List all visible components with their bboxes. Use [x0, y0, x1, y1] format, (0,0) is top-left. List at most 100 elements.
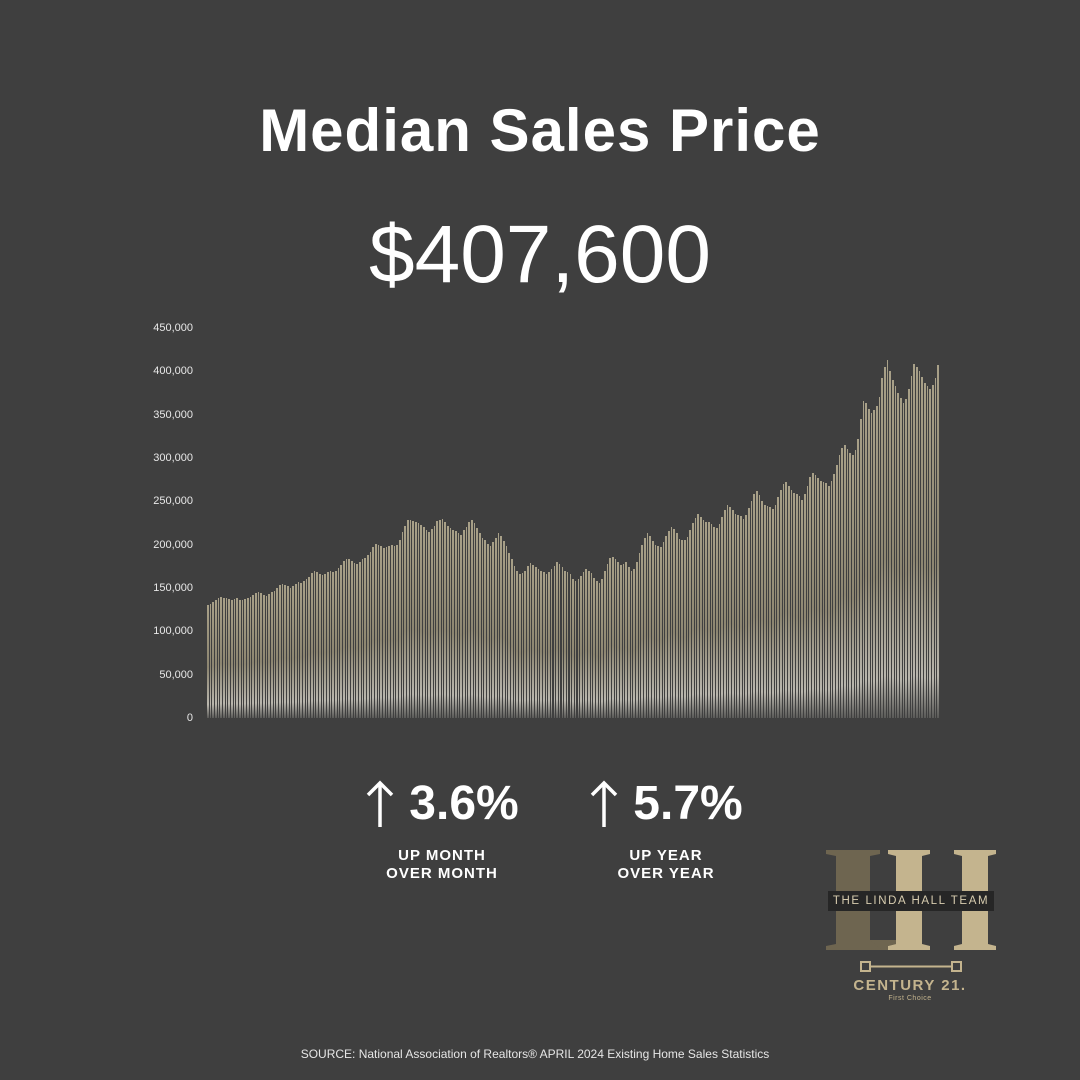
chart-bar [489, 545, 492, 718]
y-tick-label: 100,000 [153, 625, 193, 638]
chart-bar [342, 561, 345, 718]
chart-bar [716, 528, 718, 718]
chart-bar [681, 539, 684, 718]
chart-bar [860, 419, 862, 718]
chart-bar [646, 533, 649, 718]
chart-bar [460, 535, 462, 718]
chart-bar [294, 583, 297, 718]
chart-bar [329, 570, 332, 718]
chart-bar [654, 544, 657, 718]
chart-bar [668, 530, 670, 718]
chart-bar [246, 598, 249, 718]
chart-bar [796, 494, 798, 718]
chart-bar [478, 532, 481, 718]
chart-bar [521, 573, 524, 718]
chart-bar [588, 570, 590, 718]
chart-bar [249, 596, 252, 718]
chart-bar [305, 579, 308, 718]
chart-bar [230, 600, 233, 718]
chart-bar [729, 506, 732, 718]
chart-bar [740, 516, 742, 718]
chart-bar [801, 499, 804, 718]
chart-bar [316, 572, 318, 718]
stat-label-line1: UP MONTH [398, 847, 486, 864]
chart-bar [905, 399, 907, 718]
chart-bar [700, 516, 702, 718]
chart-bar [684, 540, 686, 718]
chart-bar [532, 564, 534, 718]
chart-bar [718, 523, 721, 718]
chart-bar [244, 599, 246, 718]
chart-bar [302, 581, 305, 718]
chart-bar [542, 572, 545, 718]
chart-bar [673, 529, 676, 718]
chart-bar [873, 409, 876, 718]
chart-bar [838, 454, 841, 718]
chart-bar [769, 506, 772, 718]
chart-bar [268, 594, 270, 718]
chart-bar [436, 521, 438, 718]
chart-bar [417, 523, 420, 718]
chart-bar [692, 523, 694, 718]
chart-bar [641, 544, 644, 718]
chart-bar [534, 567, 537, 718]
century21-brand: CENTURY 21. [853, 977, 967, 994]
chart-bar [566, 572, 569, 718]
chart-bar [441, 518, 444, 718]
chart-bar [601, 579, 604, 718]
stat-label: UP YEAR OVER YEAR [546, 847, 786, 883]
chart-bar [430, 529, 433, 718]
chart-bar [286, 586, 289, 718]
chart-bar [660, 547, 662, 718]
chart-bar [356, 563, 358, 718]
chart-bar [545, 574, 548, 718]
chart-bar [340, 564, 342, 718]
chart-bar [609, 557, 612, 718]
chart-bar [564, 570, 566, 718]
chart-bar [833, 473, 836, 718]
chart-bar [425, 529, 428, 718]
chart-bar [516, 570, 518, 718]
chart-bar [777, 497, 780, 718]
chart-bar [606, 563, 609, 718]
chart-bar [537, 568, 540, 718]
y-tick-label: 450,000 [153, 322, 193, 334]
chart-bar [889, 371, 892, 718]
chart-bar [788, 485, 790, 718]
chart-bar [398, 540, 401, 718]
chart-bar [836, 464, 838, 718]
chart-bar [420, 524, 422, 718]
chart-bar [582, 572, 585, 718]
stat-year-over-year: 5.7% UP YEAR OVER YEAR [546, 776, 786, 883]
chart-bar [409, 519, 412, 718]
chart-bar [708, 522, 710, 718]
chart-bar [364, 557, 366, 718]
chart-bar [934, 378, 937, 718]
chart-bar [241, 600, 244, 718]
chart-bar [756, 490, 758, 718]
y-tick-label: 0 [186, 712, 193, 724]
chart-bar [678, 538, 681, 718]
chart-bar [828, 485, 830, 718]
chart-bar [766, 505, 769, 718]
chart-bar [393, 546, 396, 718]
chart-bar [902, 402, 905, 718]
chart-bar [548, 572, 550, 718]
chart-bar [894, 386, 897, 718]
y-tick-label: 50,000 [159, 668, 193, 681]
chart-bar [593, 577, 596, 718]
chart-bar [444, 522, 446, 718]
chart-bar [252, 594, 254, 718]
chart-bar [228, 599, 230, 718]
chart-bar [705, 522, 708, 718]
chart-bar [550, 568, 553, 718]
chart-bar [918, 371, 921, 718]
chart-bar [345, 558, 348, 718]
chart-bar [649, 536, 652, 718]
chart-bar [481, 537, 484, 718]
chart-bar [404, 525, 406, 718]
chart-bar [209, 603, 212, 718]
chart-bar [254, 593, 257, 718]
chart-bar [414, 522, 417, 718]
chart-bar [222, 597, 225, 718]
